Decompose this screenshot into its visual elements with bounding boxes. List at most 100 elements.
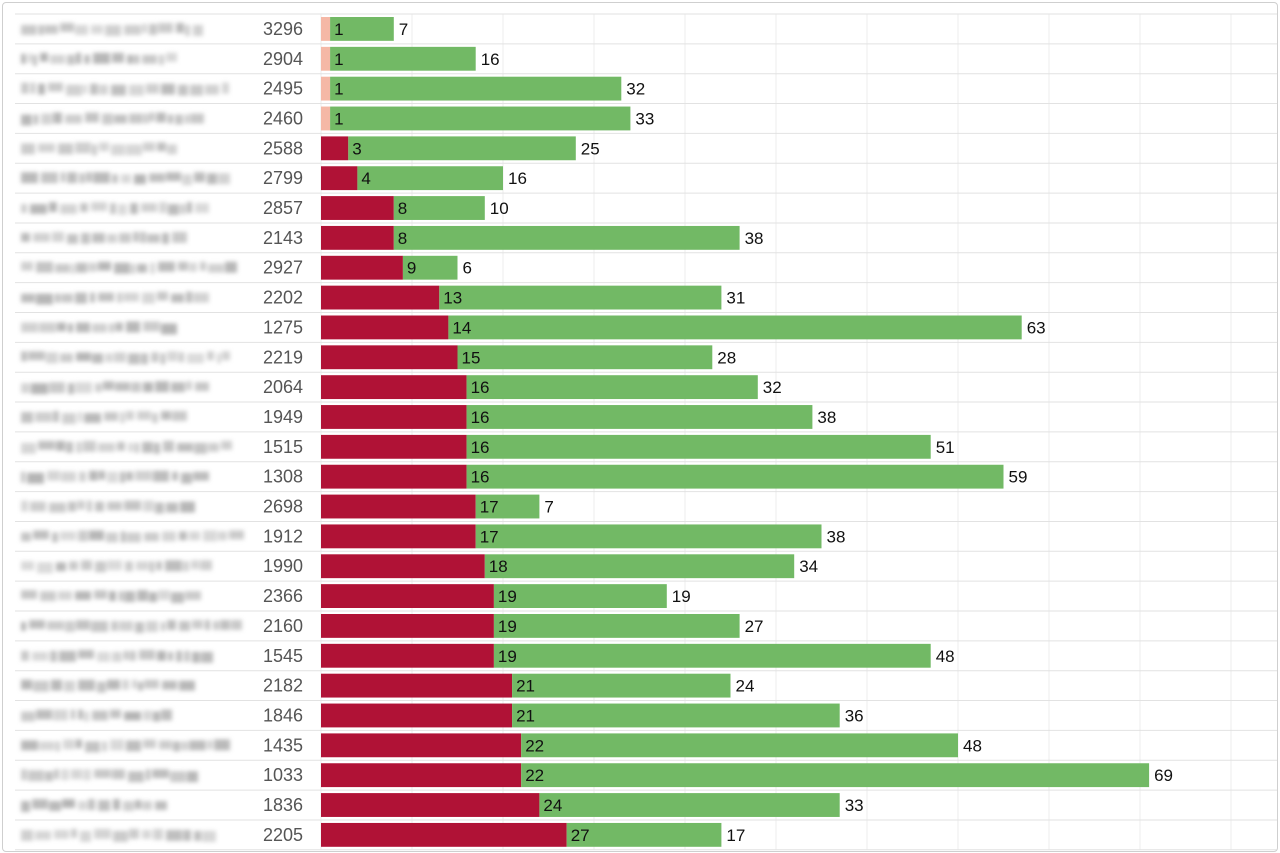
bar-segment-red bbox=[321, 643, 494, 668]
obscured-row-label bbox=[21, 351, 230, 365]
row-count-label: 2182 bbox=[263, 676, 303, 696]
obscured-row-label bbox=[21, 530, 244, 543]
obscured-row-label bbox=[21, 142, 177, 156]
bar-value-label-green: 32 bbox=[763, 378, 782, 397]
bar-value-label-red: 16 bbox=[471, 468, 490, 487]
bar-segment-green bbox=[402, 255, 458, 280]
row-count-label: 1435 bbox=[263, 735, 303, 755]
obscured-row-label bbox=[21, 799, 167, 813]
obscured-row-label bbox=[21, 679, 195, 693]
bar-segment-green bbox=[475, 524, 822, 549]
bar-segment-red bbox=[321, 614, 494, 638]
row-count-label: 3296 bbox=[263, 19, 303, 39]
bar-value-label-green: 59 bbox=[1009, 468, 1028, 487]
bar-segment-green bbox=[466, 375, 758, 400]
obscured-row-label bbox=[21, 619, 242, 633]
bar-value-label-green: 16 bbox=[508, 169, 527, 188]
row-count-label: 2927 bbox=[263, 258, 303, 278]
bar-value-label-green: 24 bbox=[736, 677, 755, 696]
bar-segment-red bbox=[321, 763, 522, 788]
bar-segment-green bbox=[330, 46, 476, 71]
obscured-row-label bbox=[21, 739, 230, 753]
bar-value-label-red: 4 bbox=[361, 169, 370, 188]
bar-value-label-green: 16 bbox=[481, 50, 500, 69]
bar-value-label-red: 24 bbox=[543, 796, 562, 815]
row-count-label: 2904 bbox=[263, 49, 303, 69]
bar-segment-green bbox=[521, 763, 1150, 788]
bar-segment-green bbox=[475, 494, 540, 519]
obscured-row-label bbox=[21, 112, 204, 126]
bar-value-label-red: 15 bbox=[462, 348, 481, 367]
bar-value-label-red: 9 bbox=[407, 259, 416, 278]
bar-segment-red bbox=[321, 584, 494, 608]
bar-value-label-green: 34 bbox=[799, 557, 818, 576]
bar-segment-red bbox=[321, 315, 449, 340]
bar-value-label-red: 16 bbox=[471, 378, 490, 397]
bar-value-label-red: 27 bbox=[571, 826, 590, 845]
bar-value-label-red: 13 bbox=[443, 289, 462, 308]
bar-segment-green bbox=[493, 614, 740, 638]
bar-segment-red bbox=[321, 196, 394, 220]
bar-value-label-green: 38 bbox=[745, 229, 764, 248]
obscured-row-label bbox=[21, 381, 209, 395]
bar-value-label-green: 48 bbox=[936, 647, 955, 666]
bar-segment-red bbox=[321, 375, 467, 400]
obscured-row-label bbox=[21, 291, 209, 305]
bar-segment-green bbox=[466, 405, 813, 429]
row-count-label: 1515 bbox=[263, 437, 303, 457]
bar-value-label-red: 8 bbox=[398, 229, 407, 248]
row-count-label: 2202 bbox=[263, 288, 303, 308]
obscured-row-label bbox=[21, 231, 187, 244]
bar-segment-red bbox=[321, 76, 331, 101]
bar-segment-red bbox=[321, 673, 513, 698]
bar-value-label-green: 33 bbox=[845, 796, 864, 815]
row-count-label: 1545 bbox=[263, 646, 303, 666]
bar-value-label-red: 1 bbox=[334, 50, 343, 69]
obscured-row-label bbox=[21, 22, 203, 36]
row-count-label: 1912 bbox=[263, 526, 303, 546]
bar-segment-green bbox=[521, 733, 958, 758]
bar-value-label-red: 22 bbox=[525, 766, 544, 785]
bar-value-label-red: 19 bbox=[498, 617, 517, 636]
bar-segment-red bbox=[321, 733, 522, 758]
bar-value-label-green: 38 bbox=[827, 527, 846, 546]
bar-value-label-red: 8 bbox=[398, 199, 407, 218]
bar-segment-green bbox=[493, 643, 931, 668]
bar-value-label-green: 31 bbox=[726, 289, 745, 308]
bar-segment-green bbox=[566, 822, 722, 847]
obscured-row-label bbox=[21, 52, 177, 66]
bar-value-label-green: 10 bbox=[490, 199, 509, 218]
bar-value-label-green: 32 bbox=[626, 80, 645, 99]
obscured-row-label bbox=[21, 172, 230, 186]
bar-value-label-red: 19 bbox=[498, 587, 517, 606]
bar-value-label-green: 7 bbox=[544, 498, 553, 517]
row-count-label: 2064 bbox=[263, 377, 303, 397]
bar-segment-green bbox=[466, 464, 1004, 489]
bar-segment-green bbox=[439, 285, 722, 310]
bar-value-label-green: 28 bbox=[717, 348, 736, 367]
bar-value-label-green: 63 bbox=[1027, 318, 1046, 337]
obscured-row-label bbox=[21, 410, 187, 424]
obscured-row-label bbox=[21, 828, 216, 842]
bar-value-label-green: 25 bbox=[581, 139, 600, 158]
row-count-label: 1275 bbox=[263, 317, 303, 337]
bar-value-label-red: 16 bbox=[471, 408, 490, 427]
bar-value-label-red: 19 bbox=[498, 647, 517, 666]
bar-segment-red bbox=[321, 703, 513, 728]
bar-segment-red bbox=[321, 285, 440, 310]
bar-value-label-red: 21 bbox=[516, 706, 535, 725]
row-count-label: 1846 bbox=[263, 705, 303, 725]
bar-segment-green bbox=[484, 554, 795, 579]
bar-value-label-red: 18 bbox=[489, 557, 508, 576]
bar-value-label-red: 17 bbox=[480, 498, 499, 517]
obscured-row-label bbox=[21, 321, 177, 335]
row-count-label: 2698 bbox=[263, 497, 303, 517]
bar-segment-red bbox=[321, 405, 467, 429]
bar-segment-red bbox=[321, 554, 485, 579]
row-count-label: 1308 bbox=[263, 467, 303, 487]
bar-value-label-green: 33 bbox=[635, 109, 654, 128]
obscured-row-label bbox=[21, 769, 198, 783]
row-count-label: 2143 bbox=[263, 228, 303, 248]
bar-segment-red bbox=[321, 524, 476, 549]
